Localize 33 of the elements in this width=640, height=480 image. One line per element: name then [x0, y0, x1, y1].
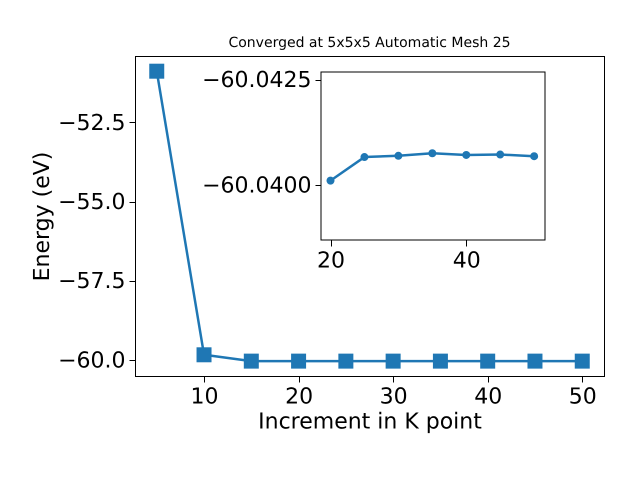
chart-title: Converged at 5x5x5 Automatic Mesh 25: [228, 35, 511, 51]
y-tick-label: −60.0400: [202, 173, 312, 198]
x-tick-label: 20: [285, 384, 314, 410]
point: [527, 354, 542, 369]
point: [386, 354, 401, 369]
point: [480, 354, 496, 369]
x-tick-label: 40: [452, 248, 481, 274]
point: [574, 354, 590, 369]
point: [432, 354, 448, 369]
x-tick-label: 20: [317, 248, 346, 274]
x-tick-label: 50: [568, 384, 597, 410]
point: [496, 150, 504, 159]
point: [428, 149, 436, 158]
x-tick-label: 10: [190, 384, 219, 410]
point: [149, 64, 164, 79]
point: [291, 354, 306, 369]
y-tick-label: −52.5: [58, 110, 126, 136]
point: [244, 354, 259, 369]
y-tick-label: −60.0425: [202, 68, 312, 94]
point: [394, 152, 402, 160]
point: [462, 150, 470, 159]
y-tick-label: −57.5: [58, 269, 126, 294]
point: [338, 354, 354, 369]
point: [530, 152, 538, 160]
x-tick-label: 30: [380, 384, 408, 410]
y-axis-title: Energy (eV): [30, 152, 56, 282]
x-axis-title: Increment in K point: [258, 410, 482, 434]
y-tick-label: −60.0: [58, 348, 126, 374]
point: [326, 176, 335, 185]
x-tick-label: 40: [474, 384, 502, 410]
y-tick-label: −55.0: [58, 190, 126, 216]
point: [360, 153, 368, 162]
point: [196, 347, 212, 362]
